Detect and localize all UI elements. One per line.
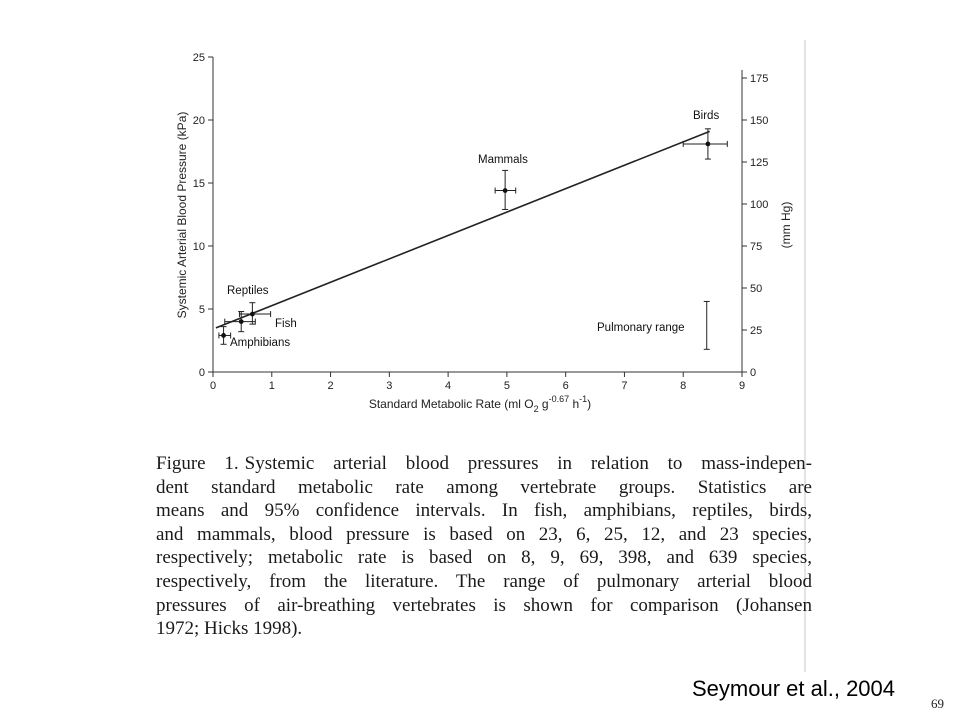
citation-credit: Seymour et al., 2004 <box>692 676 896 701</box>
y-right-tick-label: 175 <box>750 73 768 85</box>
blood-pressure-chart: 0 1 2 3 4 5 6 7 8 905101520250255075100125150175 … <box>175 52 793 414</box>
caption-line: 1972; Hicks 1998). <box>156 618 303 640</box>
page-edge-line <box>804 40 806 672</box>
x-tick-label: 7 <box>621 380 627 392</box>
y-right-tick-label: 50 <box>750 283 762 295</box>
caption-line: respectively; metabolic rate is based on… <box>156 547 812 569</box>
y-left-tick-label: 5 <box>199 304 205 316</box>
x-tick-label: 1 <box>269 380 275 392</box>
y-left-axis-label: Systemic Arterial Blood Pressure (kPa) <box>175 112 189 319</box>
x-tick-label: 0 <box>210 380 216 392</box>
x-tick-label: 5 <box>504 380 510 392</box>
y-left-tick-label: 0 <box>199 367 205 379</box>
point-marker <box>221 333 226 338</box>
data-point-fish <box>224 311 256 333</box>
x-tick-label: 4 <box>445 380 451 392</box>
figure-label: Figure 1. <box>156 453 239 474</box>
y-right-tick-label: 125 <box>750 157 768 169</box>
data-point-mammals <box>494 169 517 210</box>
y-left-tick-label: 20 <box>193 115 205 127</box>
y-left-tick-label: 25 <box>193 52 205 64</box>
point-marker <box>705 141 711 147</box>
y-left-tick-label: 15 <box>193 178 205 190</box>
label-fish: Fish <box>275 318 297 330</box>
x-axis-label: Standard Metabolic Rate (ml O2 g-0.67 h-… <box>369 394 591 414</box>
data-point-birds <box>682 128 728 160</box>
caption-line: dent standard metabolic rate among verte… <box>156 476 812 498</box>
label-pulmonary-range: Pulmonary range <box>597 322 685 334</box>
caption-line: pressures of air-breathing vertebrates i… <box>156 594 812 616</box>
figure-caption: Figure 1. Systemic arterial blood pressur… <box>156 452 812 641</box>
point-marker <box>502 188 508 193</box>
y-right-axis-label: (mm Hg) <box>779 202 793 249</box>
data-point-reptiles <box>238 302 272 325</box>
regression-line <box>215 130 710 329</box>
y-right-tick-label: 25 <box>750 325 762 337</box>
x-tick-label: 9 <box>739 380 745 392</box>
data-point-amphibians <box>218 326 232 345</box>
caption-line: and mammals, blood pressure is based on … <box>156 523 812 545</box>
caption-line: respectively, from the literature. The r… <box>156 570 812 592</box>
y-right-tick-label: 150 <box>750 115 768 127</box>
x-tick-label: 8 <box>680 380 686 392</box>
x-tick-label: 3 <box>386 380 392 392</box>
point-marker <box>238 319 244 324</box>
y-right-tick-label: 75 <box>750 241 762 253</box>
caption-line: Figure 1. Systemic arterial blood pressur… <box>156 453 813 474</box>
label-mammals: Mammals <box>478 154 528 166</box>
y-right-tick-label: 0 <box>750 367 756 379</box>
caption-line: means and 95% confidence intervals. In f… <box>156 500 812 522</box>
label-amphibians: Amphibians <box>230 337 290 349</box>
slide-number: 69 <box>931 696 944 711</box>
x-tick-label: 2 <box>327 380 333 392</box>
label-reptiles: Reptiles <box>227 285 269 297</box>
point-marker <box>249 311 255 317</box>
y-left-tick-label: 10 <box>193 241 205 253</box>
label-birds: Birds <box>693 110 719 122</box>
y-right-tick-label: 100 <box>750 199 768 211</box>
x-tick-label: 6 <box>563 380 569 392</box>
